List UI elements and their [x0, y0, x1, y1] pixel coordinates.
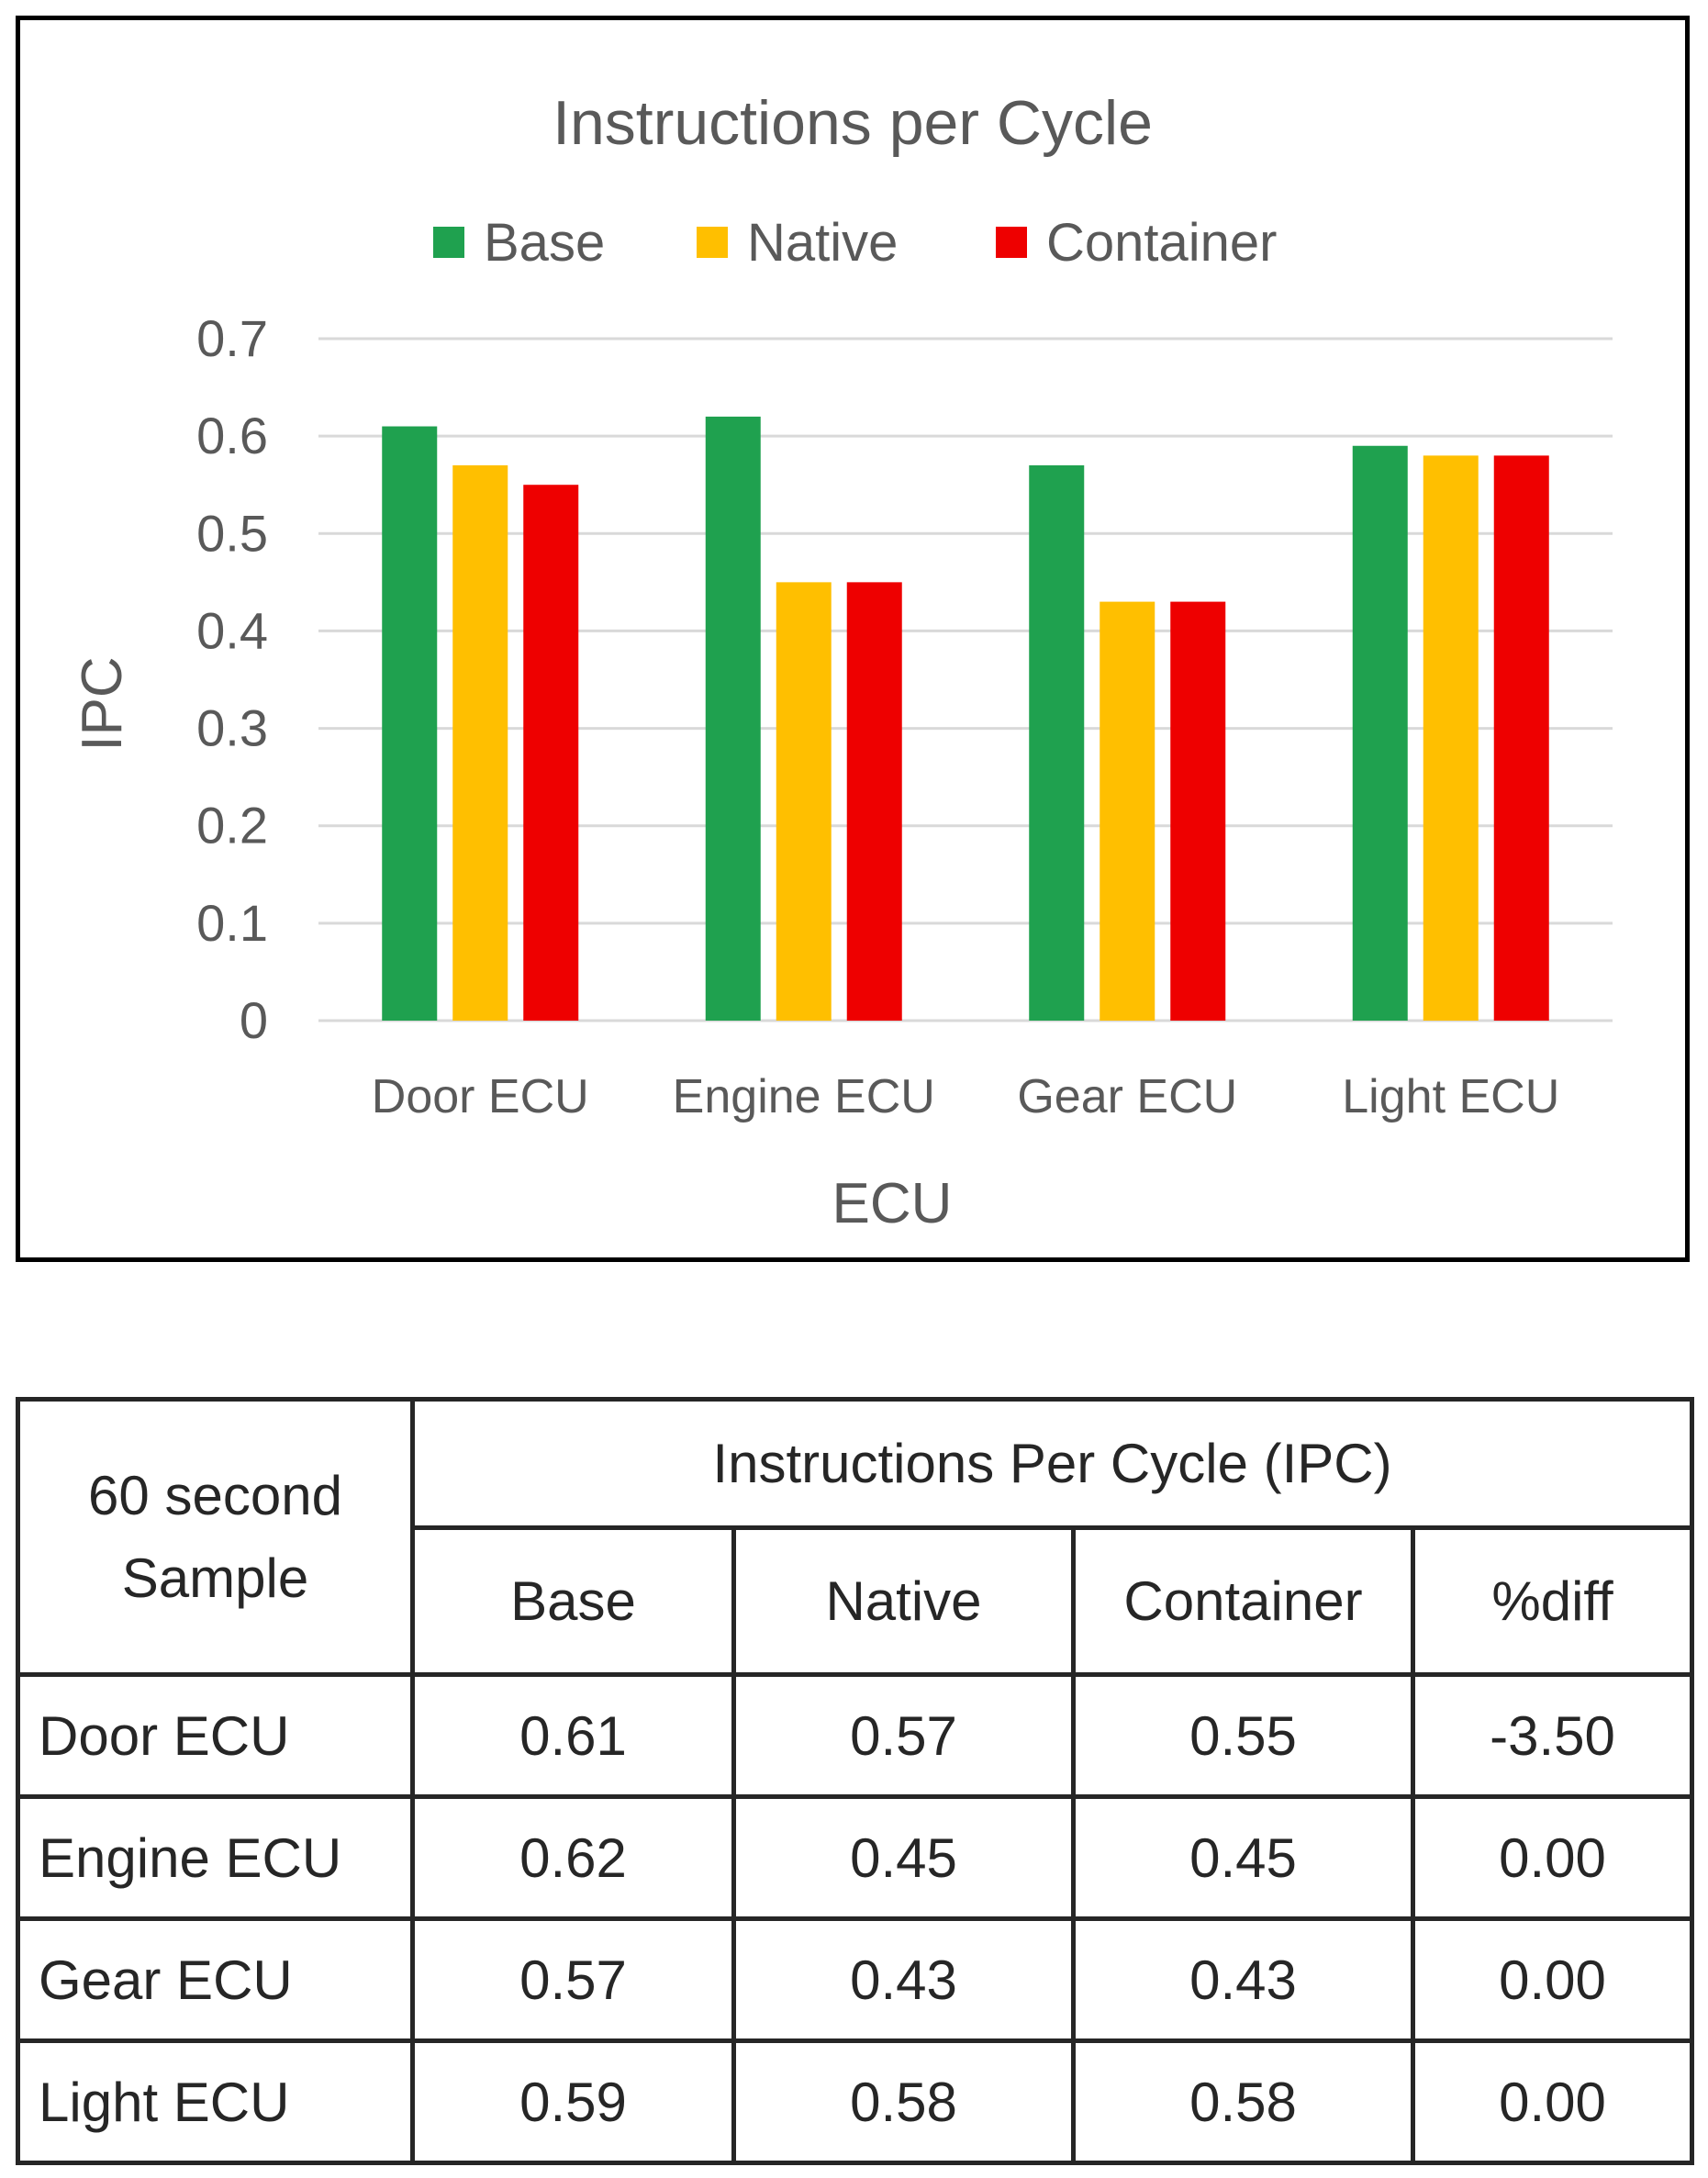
table-cell: 0.45 — [731, 1794, 1076, 1921]
table-header-row: 60 second Sample Instructions Per Cycle … — [16, 1397, 1694, 1677]
table-cell: 0.45 — [1071, 1794, 1415, 1921]
table-row: Door ECU 0.61 0.57 0.55 -3.50 — [16, 1672, 1694, 1799]
bar-container-engine-ecu — [846, 582, 902, 1021]
table-cell: 0.00 — [1411, 1794, 1694, 1921]
row-label: Gear ECU — [16, 1916, 415, 2043]
table-cell: 0.00 — [1411, 1916, 1694, 2043]
table-row: Engine ECU 0.62 0.45 0.45 0.00 — [16, 1794, 1694, 1921]
bars — [382, 416, 1549, 1021]
table-cell: 0.43 — [1071, 1916, 1415, 2043]
y-tick-label: 0.2 — [196, 797, 268, 854]
table-cell: 0.59 — [410, 2038, 736, 2165]
y-tick-label: 0.7 — [196, 309, 268, 367]
column-header-row: Base Native Container %diff — [18, 1525, 1694, 1677]
bar-base-gear-ecu — [1029, 464, 1085, 1021]
ipc-bar-chart: Instructions per Cycle Base Native Conta… — [71, 88, 1613, 1235]
gridlines — [318, 337, 1613, 1022]
column-header-base: Base — [410, 1525, 736, 1677]
bar-base-door-ecu — [382, 426, 438, 1021]
legend-label-container: Container — [1046, 213, 1277, 273]
column-header-native: Native — [731, 1525, 1076, 1677]
corner-line-1: 60 second — [88, 1464, 342, 1526]
bar-container-light-ecu — [1493, 455, 1549, 1021]
bar-native-light-ecu — [1423, 455, 1479, 1021]
legend-swatch-container — [996, 227, 1027, 258]
chart-frame: Instructions per Cycle Base Native Conta… — [16, 16, 1690, 1262]
table-row: Gear ECU 0.57 0.43 0.43 0.00 — [16, 1916, 1694, 2043]
corner-header: 60 second Sample — [16, 1397, 415, 1677]
x-axis-categories: Door ECU Engine ECU Gear ECU Light ECU — [372, 1070, 1559, 1123]
bar-container-door-ecu — [523, 485, 579, 1021]
table-cell: 0.57 — [410, 1916, 736, 2043]
y-axis-title: IPC — [71, 656, 134, 751]
y-tick-label: 0.5 — [196, 504, 268, 562]
table-cell: 0.57 — [731, 1672, 1076, 1799]
table-cell: 0.58 — [731, 2038, 1076, 2165]
bar-native-gear-ecu — [1100, 601, 1155, 1021]
bar-container-gear-ecu — [1170, 601, 1226, 1021]
x-category-label: Door ECU — [372, 1070, 589, 1123]
table-row: Light ECU 0.59 0.58 0.58 0.00 — [16, 2038, 1694, 2165]
x-axis-title: ECU — [832, 1172, 953, 1235]
y-tick-label: 0.6 — [196, 407, 268, 464]
bar-base-light-ecu — [1352, 445, 1408, 1021]
table-cell: 0.61 — [410, 1672, 736, 1799]
ipc-table: 60 second Sample Instructions Per Cycle … — [16, 1397, 1694, 2165]
x-category-label: Engine ECU — [673, 1070, 935, 1123]
table-cell: 0.00 — [1411, 2038, 1694, 2165]
group-header: Instructions Per Cycle (IPC) — [410, 1397, 1694, 1530]
x-category-label: Light ECU — [1342, 1070, 1559, 1123]
y-axis-ticks: 0 0.1 0.2 0.3 0.4 0.5 0.6 0.7 — [196, 309, 268, 1049]
row-label: Door ECU — [16, 1672, 415, 1799]
table-cell: -3.50 — [1411, 1672, 1694, 1799]
chart-title: Instructions per Cycle — [553, 88, 1153, 158]
row-label: Light ECU — [16, 2038, 415, 2165]
table-cell: 0.62 — [410, 1794, 736, 1921]
y-tick-label: 0.3 — [196, 699, 268, 757]
legend-swatch-native — [697, 227, 728, 258]
row-label: Engine ECU — [16, 1794, 415, 1921]
table-cell: 0.55 — [1071, 1672, 1415, 1799]
column-header-diff: %diff — [1411, 1525, 1694, 1677]
column-header-container: Container — [1071, 1525, 1415, 1677]
bar-native-engine-ecu — [776, 582, 832, 1021]
legend-label-base: Base — [484, 213, 605, 273]
y-tick-label: 0 — [240, 991, 268, 1049]
legend-swatch-base — [433, 227, 464, 258]
bar-native-door-ecu — [452, 464, 508, 1021]
corner-line-2: Sample — [121, 1547, 309, 1609]
legend-label-native: Native — [747, 213, 898, 273]
bar-base-engine-ecu — [705, 416, 761, 1021]
table-cell: 0.43 — [731, 1916, 1076, 2043]
table-cell: 0.58 — [1071, 2038, 1415, 2165]
y-tick-label: 0.1 — [196, 894, 268, 952]
x-category-label: Gear ECU — [1017, 1070, 1237, 1123]
y-tick-label: 0.4 — [196, 601, 268, 659]
legend: Base Native Container — [433, 213, 1277, 273]
